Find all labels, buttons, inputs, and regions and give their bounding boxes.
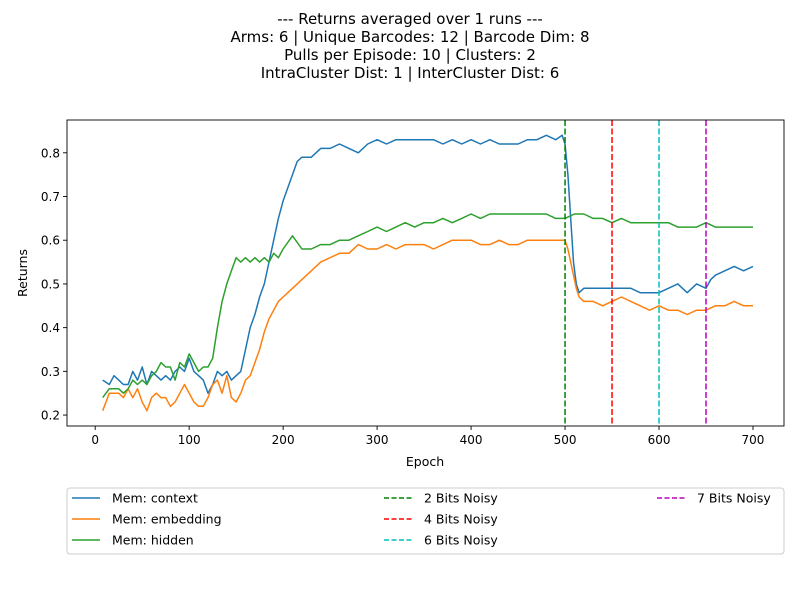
title-line-4: IntraCluster Dist: 1 | InterCluster Dist… xyxy=(261,64,560,82)
legend-label-6: 6 Bits Noisy xyxy=(424,533,498,548)
plot-area xyxy=(101,134,754,412)
x-tick-label: 400 xyxy=(460,433,483,447)
legend-label-5: 4 Bits Noisy xyxy=(424,512,498,527)
y-tick-label: 0.6 xyxy=(41,234,60,248)
legend: Mem: context Mem: embedding Mem: hidden 2 B… xyxy=(66,487,785,555)
axes: 0 100 200 300 400 500 600 700 0.2 0.3 0.4 0.5 0.6 0.7… xyxy=(41,119,785,447)
legend-label-7: 7 Bits Noisy xyxy=(697,491,771,506)
x-tick-label: 200 xyxy=(272,433,295,447)
x-tick-label: 300 xyxy=(366,433,389,447)
series-line-2 xyxy=(101,239,753,412)
y-tick-label: 0.8 xyxy=(41,146,60,160)
y-tick-label: 0.3 xyxy=(41,365,60,379)
series-line-1 xyxy=(102,134,754,394)
noise-markers xyxy=(564,120,707,426)
x-tick-label: 600 xyxy=(648,433,671,447)
title-line-2: Arms: 6 | Unique Barcodes: 12 | Barcode … xyxy=(231,28,590,46)
y-tick-label: 0.7 xyxy=(41,190,60,204)
legend-label-3: Mem: hidden xyxy=(112,533,194,548)
series-line-3 xyxy=(102,213,753,399)
y-tick-label: 0.5 xyxy=(41,277,60,291)
x-tick-label: 700 xyxy=(742,433,765,447)
x-tick-label: 0 xyxy=(91,433,99,447)
legend-label-2: Mem: embedding xyxy=(112,512,222,527)
x-tick-label: 500 xyxy=(554,433,577,447)
y-tick-label: 0.2 xyxy=(41,409,60,423)
y-tick-label: 0.4 xyxy=(41,321,60,335)
legend-label-1: Mem: context xyxy=(112,491,198,506)
title-line-1: --- Returns averaged over 1 runs --- xyxy=(277,10,543,28)
x-tick-label: 100 xyxy=(178,433,201,447)
title-line-3: Pulls per Episode: 10 | Clusters: 2 xyxy=(284,46,536,64)
legend-box xyxy=(66,487,785,555)
x-axis-label: Epoch xyxy=(406,454,444,469)
plot-frame xyxy=(66,119,785,427)
chart-title: --- Returns averaged over 1 runs --- Arm… xyxy=(231,10,590,82)
legend-label-4: 2 Bits Noisy xyxy=(424,491,498,506)
y-axis-label: Returns xyxy=(15,249,30,297)
